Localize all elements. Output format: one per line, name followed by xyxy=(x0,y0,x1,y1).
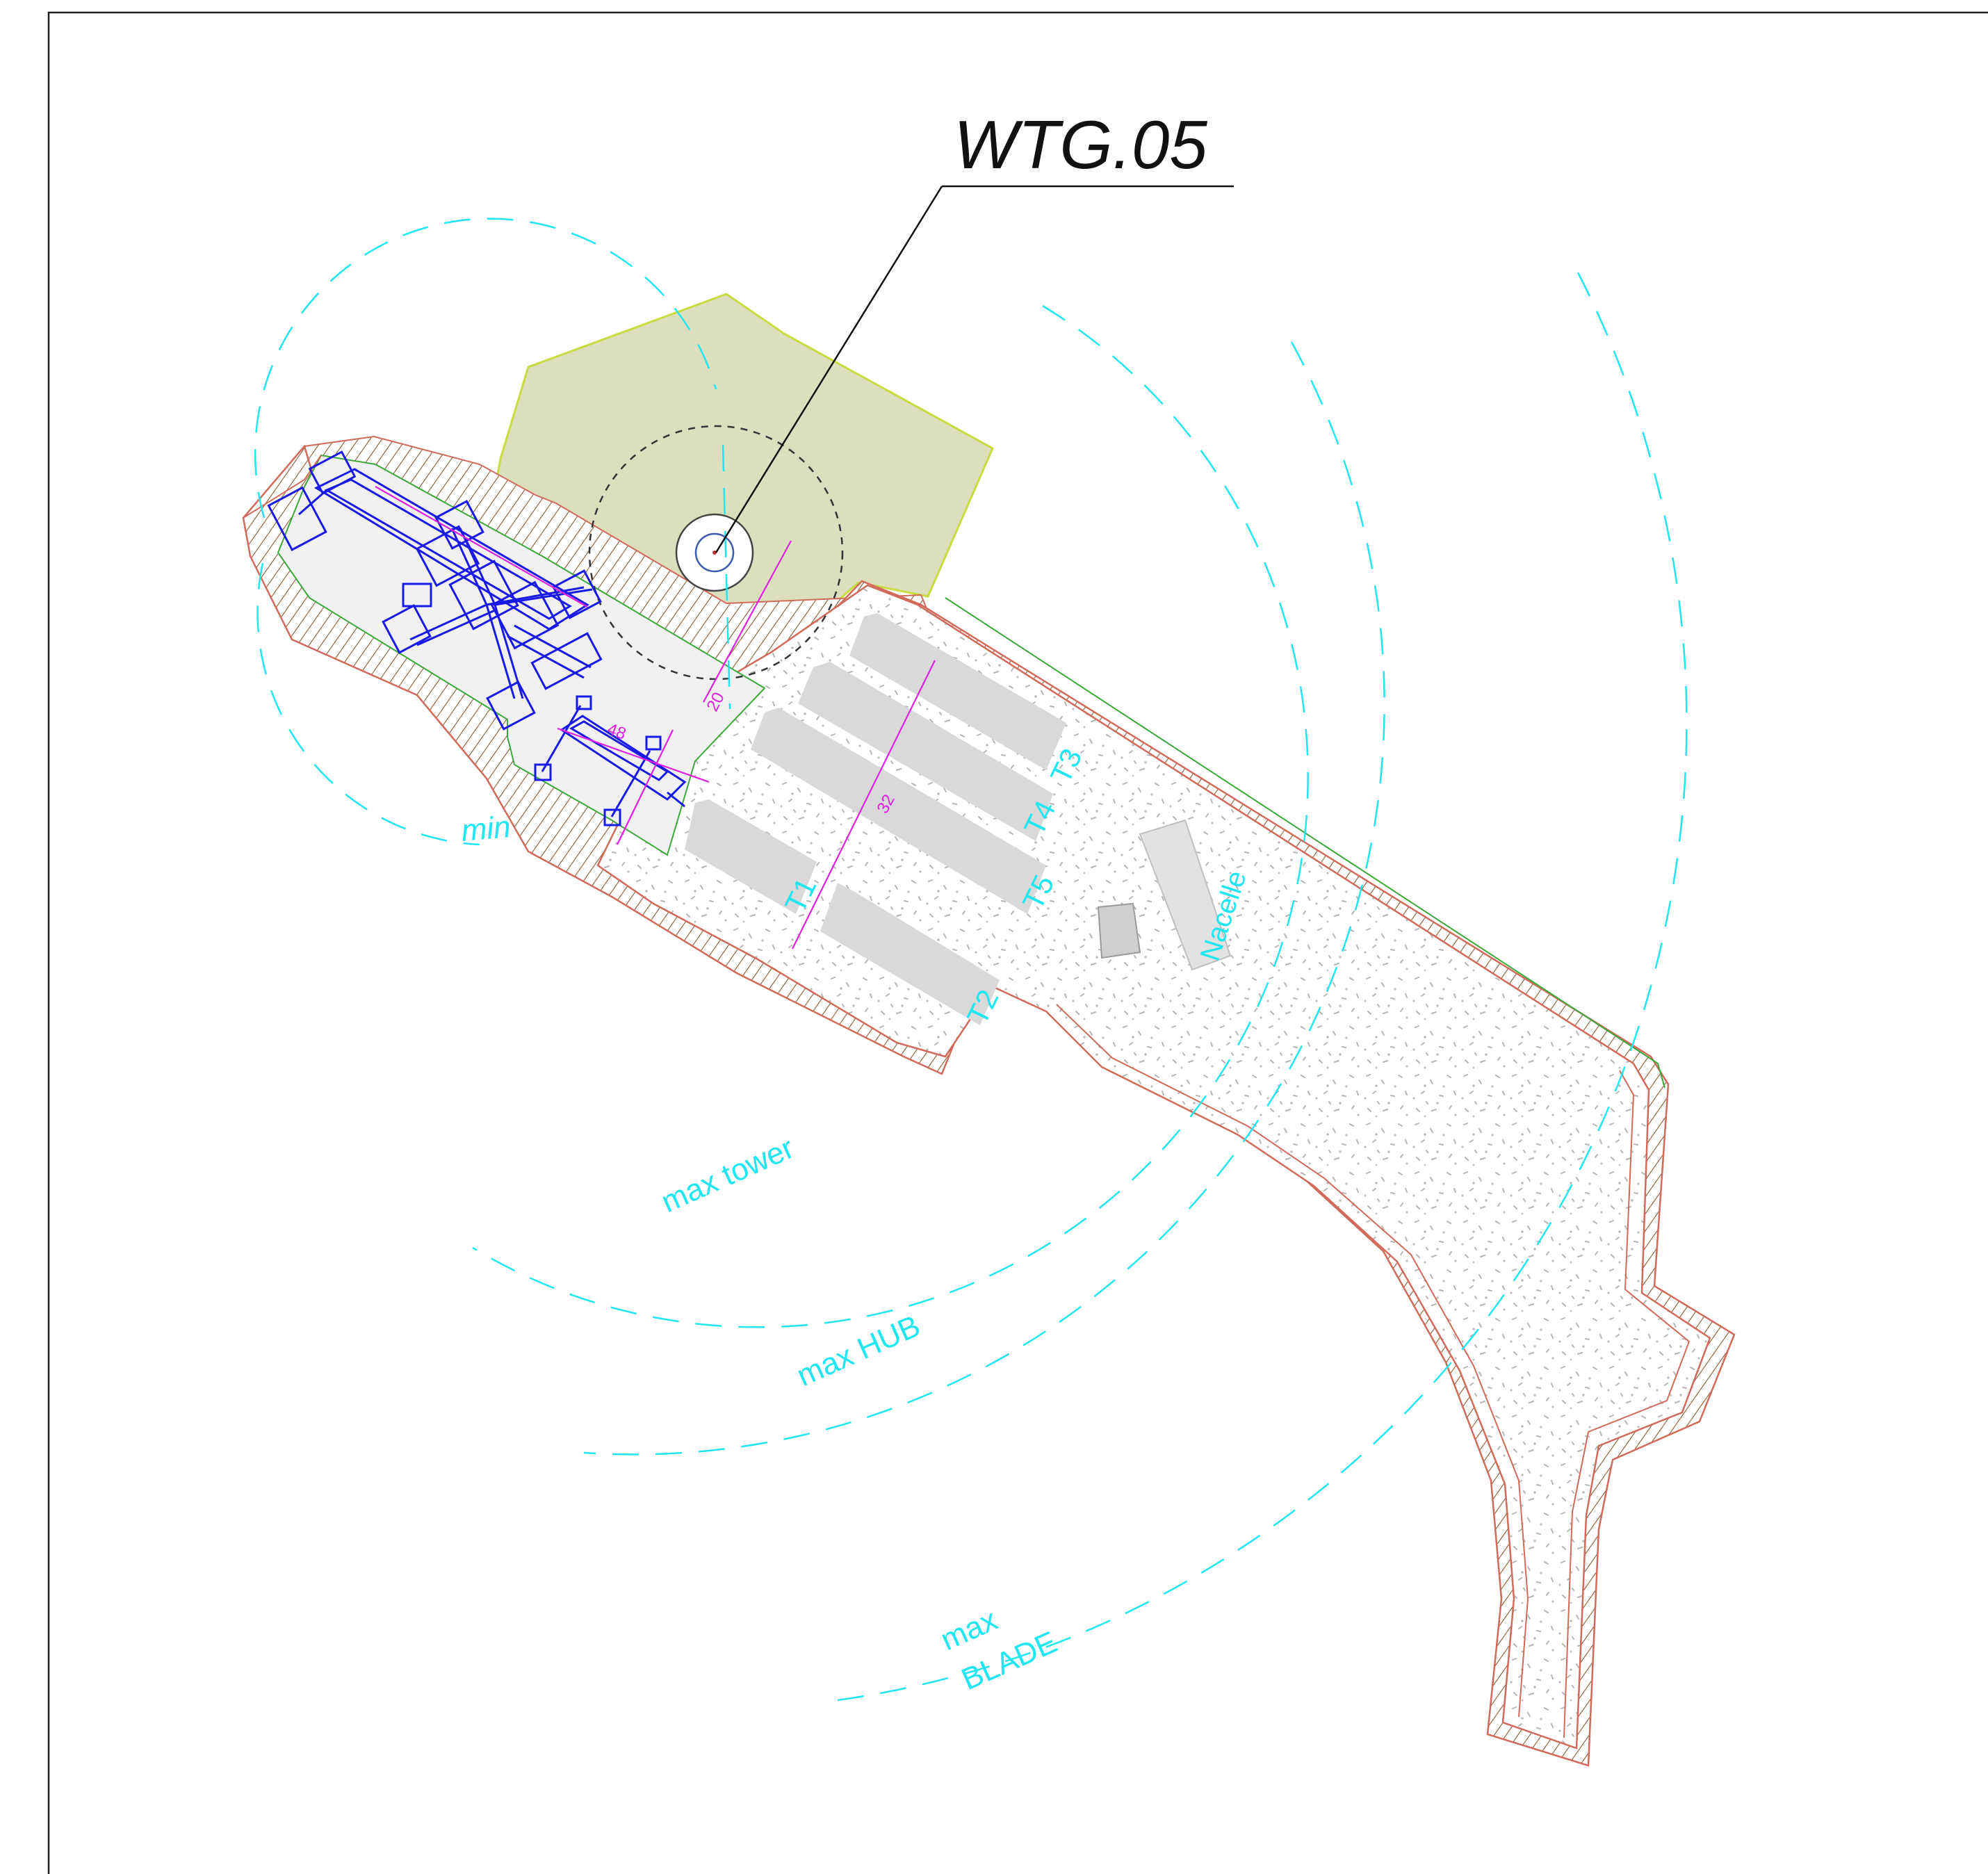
radius-arc-max-tower xyxy=(472,304,1310,1328)
storage-zone-t1 xyxy=(685,799,817,914)
storage-zone-t4 xyxy=(798,662,1053,841)
assist-crane xyxy=(534,695,687,826)
title-label: WTG.05 xyxy=(954,106,1207,183)
crane-pad-red-edge xyxy=(243,455,322,519)
radius-arc-min xyxy=(254,218,731,846)
radius-label-max-tower: max tower xyxy=(656,1131,799,1219)
radius-arcs xyxy=(254,218,1688,1703)
storage-zone-t3 xyxy=(849,613,1066,770)
platform-edge-green xyxy=(945,597,1665,1089)
radius-label-max-blade-1: max xyxy=(936,1603,1002,1658)
radius-label-max-hub: max HUB xyxy=(792,1309,925,1393)
radius-arc-max-hub xyxy=(583,341,1385,1456)
storage-zone-t2 xyxy=(820,883,1000,1025)
platform-edge-inner xyxy=(1563,1070,1690,1738)
storage-zone-t5 xyxy=(751,708,1046,914)
storage-zone-nacelle xyxy=(1139,819,1232,971)
radius-label-min: min xyxy=(460,810,512,848)
storage-zone-hub xyxy=(1097,902,1141,959)
title-leader xyxy=(715,185,1234,553)
drawing-frame xyxy=(47,11,1988,1874)
storage-zones xyxy=(685,613,1232,1025)
gravel-platform xyxy=(596,584,1711,1750)
dimension-lines xyxy=(375,486,936,950)
crane-assembly xyxy=(267,450,603,731)
platform-edge-inner-2 xyxy=(1056,1004,1529,1718)
